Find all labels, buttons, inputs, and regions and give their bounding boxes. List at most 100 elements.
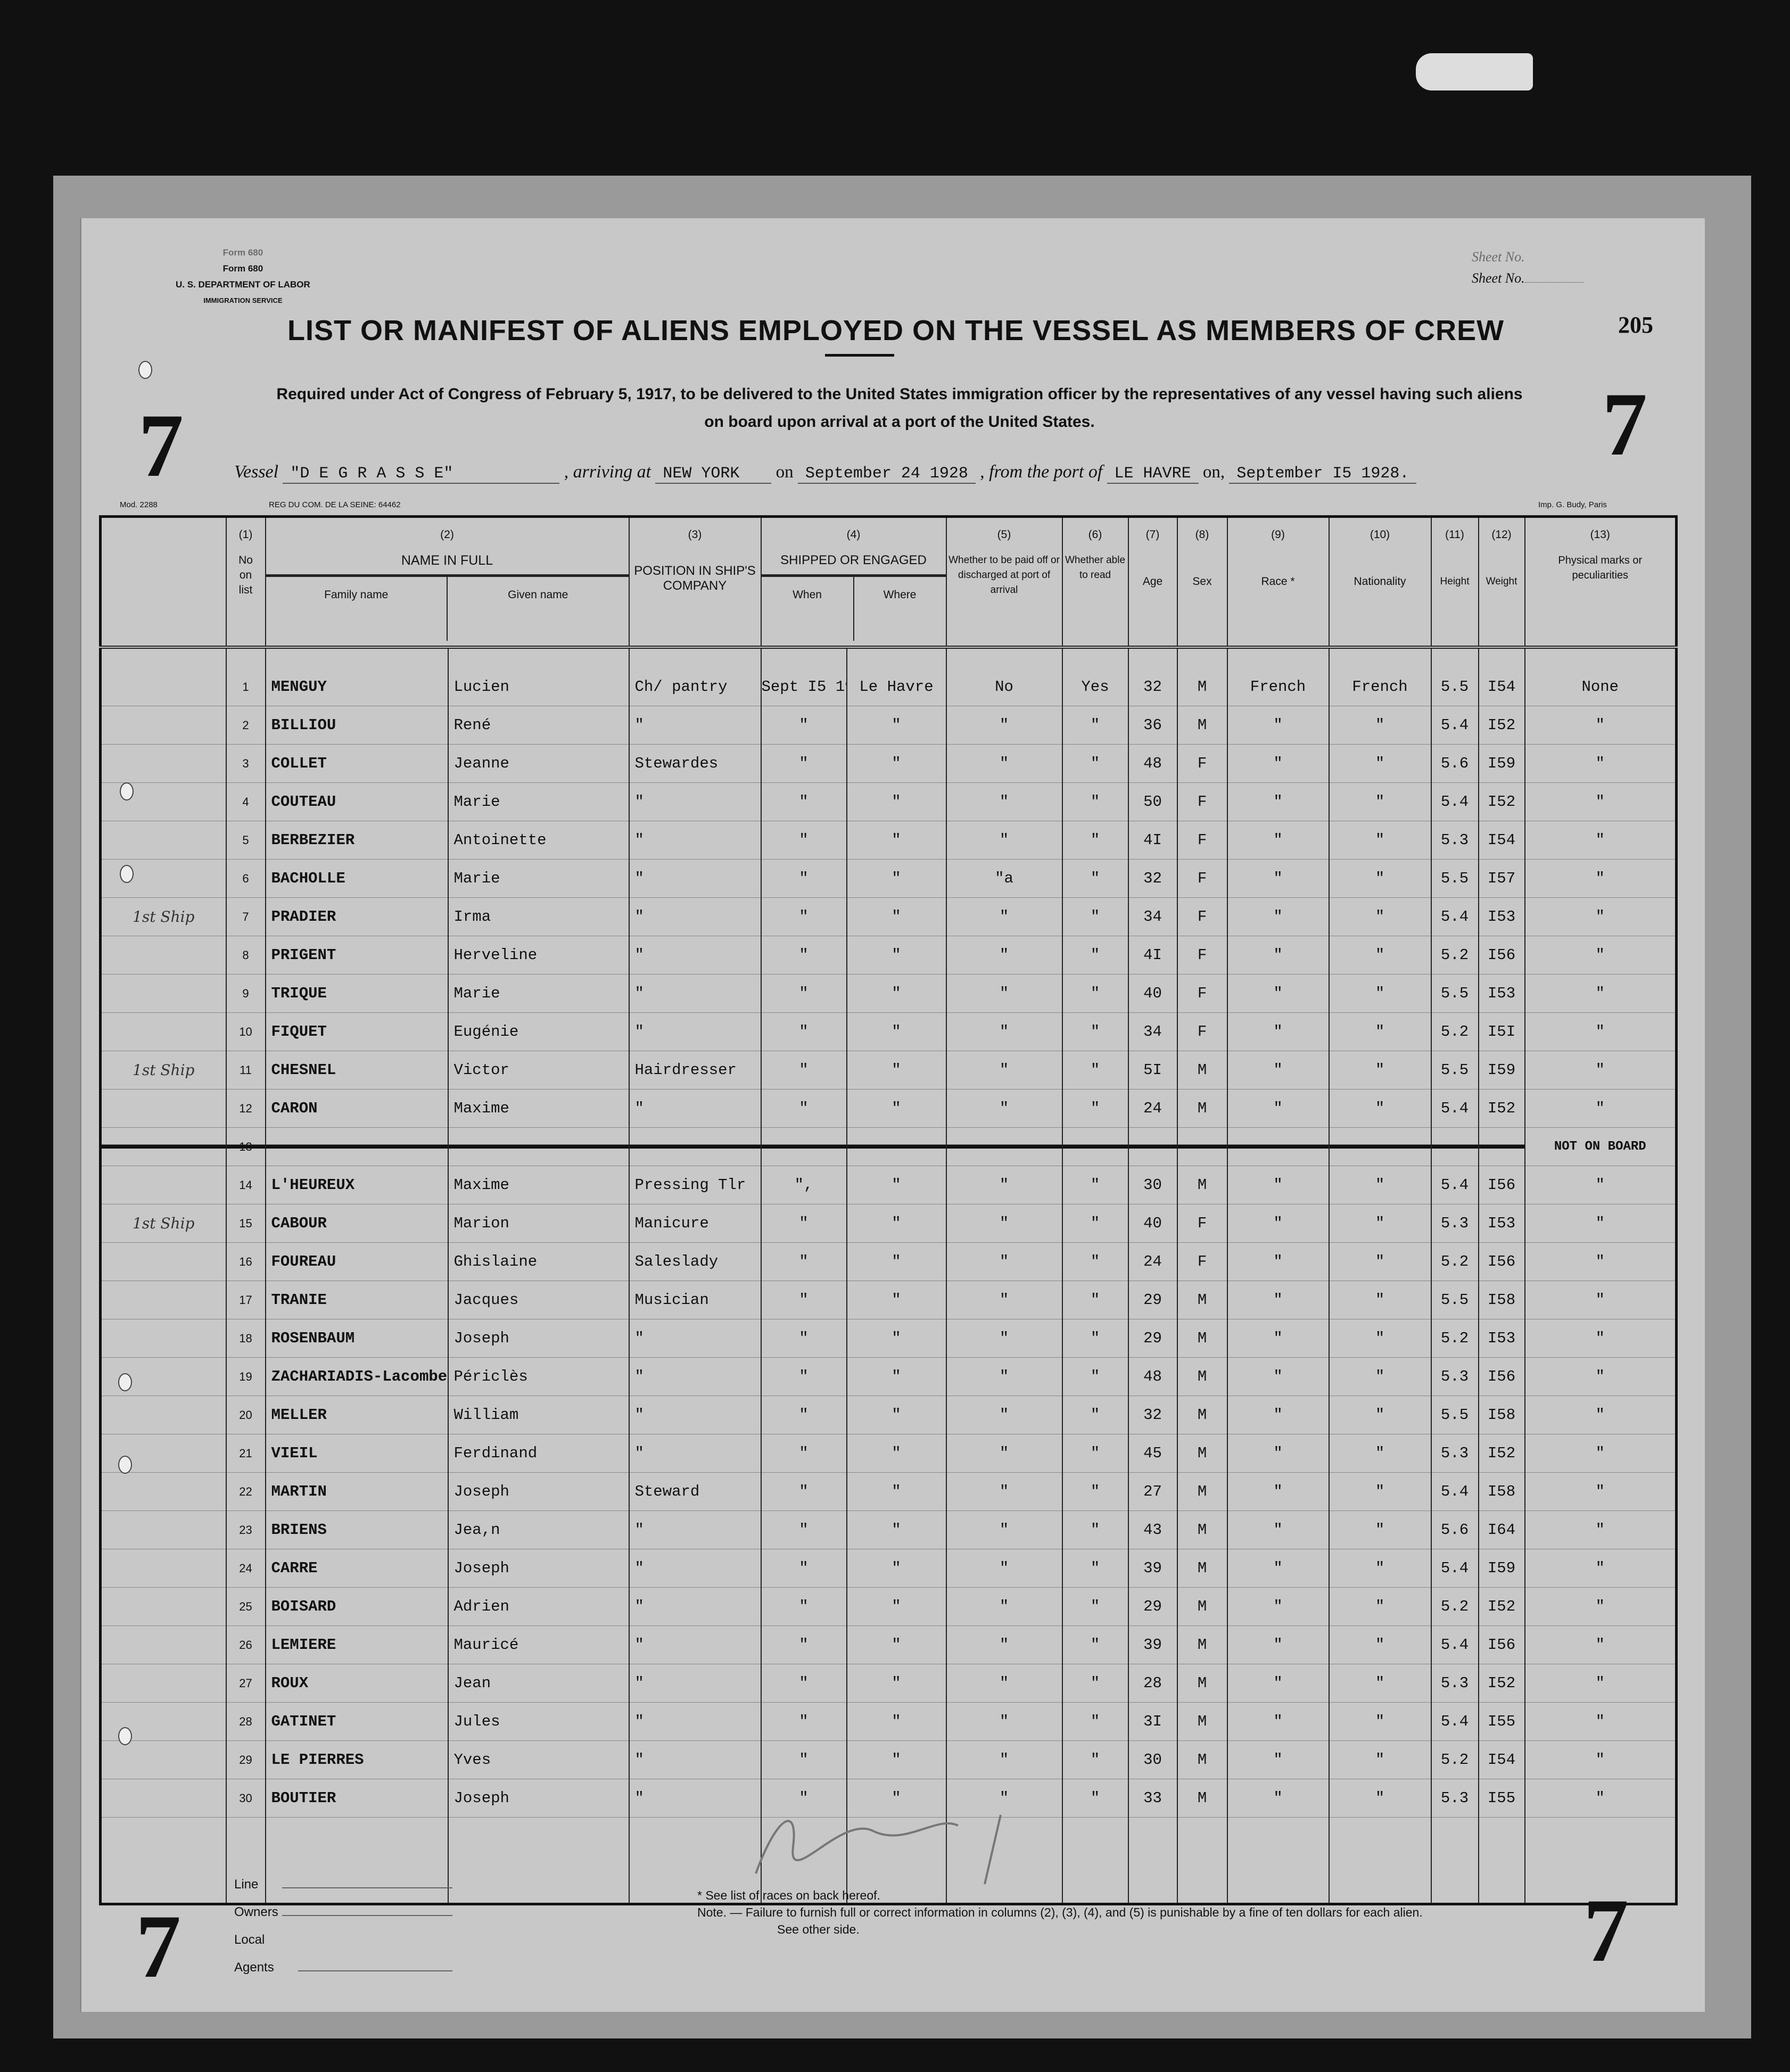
arriving-label: , arriving at [564, 462, 651, 482]
weight: I64 [1478, 1510, 1525, 1549]
given-name: Maxime [447, 1166, 629, 1204]
family-name: BACHOLLE [265, 859, 448, 898]
shipped-when [760, 1127, 847, 1166]
margin-note [100, 936, 226, 975]
registration: REG DU COM. DE LA SEINE: 64462 [269, 500, 401, 509]
on-label-2: on, [1202, 463, 1225, 482]
shipped-when: " [760, 1396, 847, 1434]
family-name: BILLIOU [265, 706, 448, 745]
col-3-number: (3) [688, 529, 702, 541]
list-number: 14 [225, 1166, 266, 1204]
age: 30 [1127, 1740, 1177, 1779]
weight: I53 [1478, 1204, 1525, 1243]
weight: I52 [1478, 1434, 1525, 1473]
physical-marks: " [1524, 1166, 1677, 1204]
table-row: 29 LE PIERRES Yves " " " " " 30 M " " 5.2 I54 " [100, 1740, 1677, 1779]
family-name: ZACHARIADIS-Lacombe [265, 1357, 448, 1396]
weight: I56 [1478, 1625, 1525, 1664]
nationality: " [1328, 1434, 1431, 1473]
table-row: 4 COUTEAU Marie " " " " " 50 F " " 5.4 I52 " [100, 782, 1677, 821]
col-13-label: Physical marks or peculiarities [1558, 555, 1643, 581]
sex: F [1176, 859, 1227, 898]
able-to-read: " [1061, 821, 1128, 860]
weight: I56 [1478, 1166, 1525, 1204]
margin-note [100, 1664, 226, 1703]
race: " [1226, 1740, 1329, 1779]
shipped-when: " [760, 1319, 847, 1358]
able-to-read: " [1061, 859, 1128, 898]
height: 5.4 [1430, 1166, 1479, 1204]
given-name: Marie [447, 974, 629, 1013]
age: 40 [1127, 1204, 1177, 1243]
race: " [1226, 1204, 1329, 1243]
family-name: GATINET [265, 1702, 448, 1741]
position: " [628, 1434, 761, 1473]
header-position: (3) POSITION IN SHIP'S COMPANY [628, 516, 761, 649]
physical-marks: " [1524, 1664, 1677, 1703]
race: " [1226, 974, 1329, 1013]
table-row: 9 TRIQUE Marie " " " " " 40 F " " 5.5 I53 " [100, 974, 1677, 1013]
shipped-when: " [760, 1549, 847, 1588]
service: IMMIGRATION SERVICE [203, 296, 283, 304]
able-to-read: Yes [1061, 668, 1128, 706]
header-physical-marks: (13) Physical marks or peculiarities [1524, 516, 1677, 649]
col-7-label: Age [1142, 575, 1163, 588]
position: " [628, 859, 761, 898]
weight: I56 [1478, 936, 1525, 975]
race: French [1226, 668, 1329, 706]
paid-off: " [945, 897, 1062, 936]
paid-off: " [945, 1281, 1062, 1319]
margin-note: 1st Ship [100, 1204, 226, 1243]
sex: M [1176, 1779, 1227, 1818]
sex: F [1176, 1204, 1227, 1243]
header-read: (6) Whether able to read [1061, 516, 1128, 649]
height: 5.3 [1430, 821, 1479, 860]
race: " [1226, 859, 1329, 898]
age: 29 [1127, 1281, 1177, 1319]
able-to-read: " [1061, 1779, 1128, 1818]
paid-off: " [945, 1702, 1062, 1741]
margin-note: 1st Ship [100, 897, 226, 936]
shipped-when: " [760, 1740, 847, 1779]
able-to-read: " [1061, 1587, 1128, 1626]
col-8-number: (8) [1195, 529, 1209, 541]
age: 4I [1127, 936, 1177, 975]
weight: I5I [1478, 1012, 1525, 1051]
list-number: 22 [225, 1472, 266, 1511]
table-row: 1st Ship 11 CHESNEL Victor Hairdresser " " " " 5I… [100, 1051, 1677, 1089]
age: 4I [1127, 821, 1177, 860]
paid-off: " [945, 1396, 1062, 1434]
margin-note [100, 1396, 226, 1434]
shipped-where: " [846, 1012, 946, 1051]
margin-note [100, 1012, 226, 1051]
shipped-where: " [846, 897, 946, 936]
race [1226, 1127, 1329, 1166]
paid-off: " [945, 1587, 1062, 1626]
table-row: 30 BOUTIER Joseph " " " " " 33 M " " 5.3 I55 " [100, 1779, 1677, 1818]
age: 34 [1127, 1012, 1177, 1051]
physical-marks: " [1524, 1625, 1677, 1664]
weight: I59 [1478, 744, 1525, 783]
table-row: 6 BACHOLLE Marie " " " "a " 32 F " " 5.5 I57 " [100, 859, 1677, 898]
table-row: 20 MELLER William " " " " " 32 M " " 5.5 I58 " [100, 1396, 1677, 1434]
crew-manifest-table: (1) No on list (2) NAME IN FULL Family nam… [99, 515, 1678, 1905]
height: 5.3 [1430, 1779, 1479, 1818]
margin-note [100, 744, 226, 783]
family-name: ROUX [265, 1664, 448, 1703]
able-to-read: " [1061, 782, 1128, 821]
sex: M [1176, 1281, 1227, 1319]
nationality: " [1328, 1204, 1431, 1243]
height: 5.5 [1430, 1281, 1479, 1319]
see-other-side: See other side. [777, 1922, 860, 1936]
col-9-label: Race * [1261, 575, 1295, 588]
position: " [628, 1664, 761, 1703]
age: 30 [1127, 1166, 1177, 1204]
family-name: L'HEUREUX [265, 1166, 448, 1204]
family-name [265, 1127, 448, 1166]
local-agents-label: Local Agents [234, 1933, 274, 1975]
col-10-number: (10) [1370, 529, 1390, 541]
nationality: " [1328, 706, 1431, 745]
sex: M [1176, 1166, 1227, 1204]
given-name: Lucien [447, 668, 629, 706]
given-name: Jea,n [447, 1510, 629, 1549]
